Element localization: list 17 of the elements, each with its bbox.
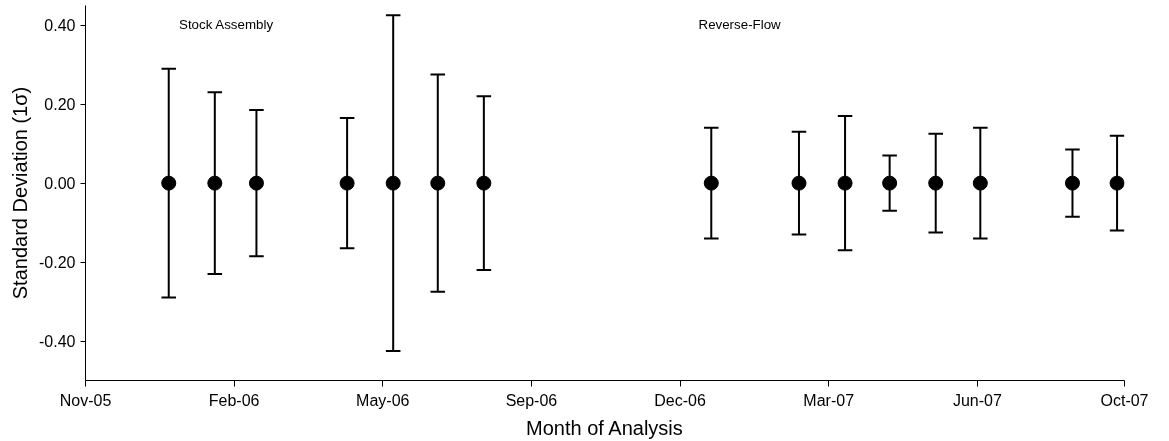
x-axis-title: Month of Analysis — [526, 416, 683, 439]
annotation: Reverse-Flow — [698, 16, 782, 32]
y-tick-label: 0.00 — [44, 175, 76, 193]
x-tick-label: Oct-07 — [1100, 391, 1149, 409]
y-tick-label: 0.20 — [44, 96, 76, 114]
x-tick-label: Nov-05 — [59, 391, 112, 409]
x-tick-label: May-06 — [356, 391, 410, 409]
x-tick-label: Mar-07 — [803, 391, 855, 409]
x-tick-label: Sep-06 — [505, 391, 558, 409]
x-tick-label: Feb-06 — [208, 391, 260, 409]
x-tick-label: Dec-06 — [654, 391, 706, 409]
y-axis-title: Standard Deviation (1σ) — [9, 86, 32, 300]
annotation: Stock Assembly — [179, 16, 274, 32]
y-tick-label: 0.40 — [44, 17, 76, 35]
y-tick-label: -0.20 — [39, 254, 76, 272]
y-tick-label: -0.40 — [39, 333, 76, 351]
x-tick-label: Jun-07 — [952, 391, 1002, 409]
